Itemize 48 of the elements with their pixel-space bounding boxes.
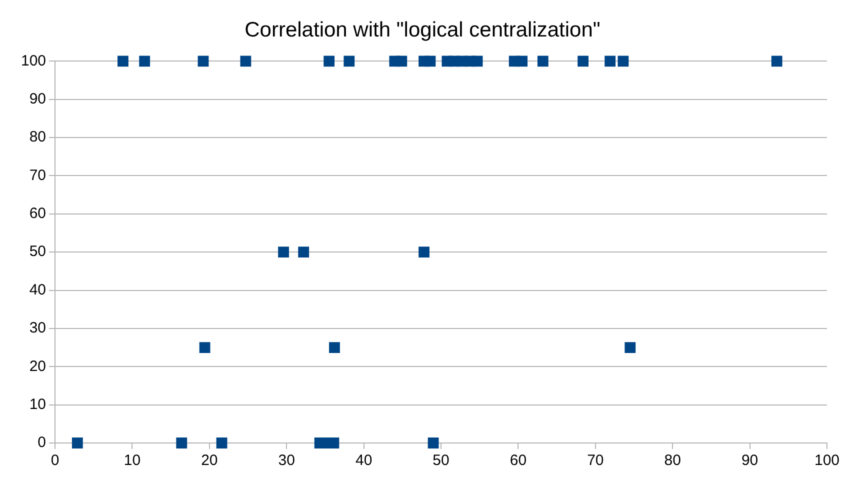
point	[139, 56, 150, 67]
x-tick-label: 80	[664, 452, 681, 470]
x-tick-label: 40	[355, 452, 372, 470]
point	[428, 438, 439, 448]
y-tick-label: 70	[29, 166, 46, 184]
point	[199, 342, 210, 353]
x-tick-label: 20	[201, 452, 218, 470]
y-tick-label: 50	[29, 243, 46, 260]
y-tick-label: 60	[29, 205, 46, 222]
x-tick-label: 30	[278, 452, 295, 470]
point	[72, 438, 83, 448]
x-tick-label: 100	[814, 452, 840, 470]
chart-title: Correlation with "logical centralization"	[244, 18, 600, 42]
point	[198, 56, 209, 67]
x-tick-label: 90	[741, 452, 758, 470]
point	[278, 246, 289, 258]
y-tick-label: 90	[29, 90, 46, 108]
y-tick-label: 20	[29, 358, 46, 375]
point	[298, 246, 310, 258]
point	[624, 342, 636, 353]
point	[604, 56, 616, 67]
point	[771, 56, 782, 67]
x-tick-label: 10	[124, 452, 141, 470]
point	[516, 56, 528, 67]
y-tick-label: 40	[29, 281, 46, 298]
point	[216, 438, 228, 448]
point	[329, 342, 340, 353]
y-tick-label: 100	[20, 52, 46, 70]
y-tick-label: 10	[29, 396, 46, 413]
point	[396, 56, 408, 67]
point	[578, 56, 589, 67]
point	[418, 246, 430, 258]
point	[537, 56, 548, 67]
point	[424, 56, 436, 67]
y-tick-label: 30	[29, 320, 46, 337]
point	[618, 56, 629, 67]
x-tick-label: 70	[587, 452, 604, 470]
y-tick-label: 80	[29, 128, 46, 146]
point	[344, 56, 355, 67]
point	[472, 56, 483, 67]
point	[118, 56, 128, 67]
x-tick-label: 60	[510, 452, 527, 470]
point	[324, 56, 335, 67]
x-tick-label: 50	[432, 452, 450, 470]
point	[240, 56, 252, 67]
x-tick-label: 0	[50, 452, 60, 470]
point	[176, 438, 188, 448]
y-tick-label: 0	[38, 434, 46, 452]
